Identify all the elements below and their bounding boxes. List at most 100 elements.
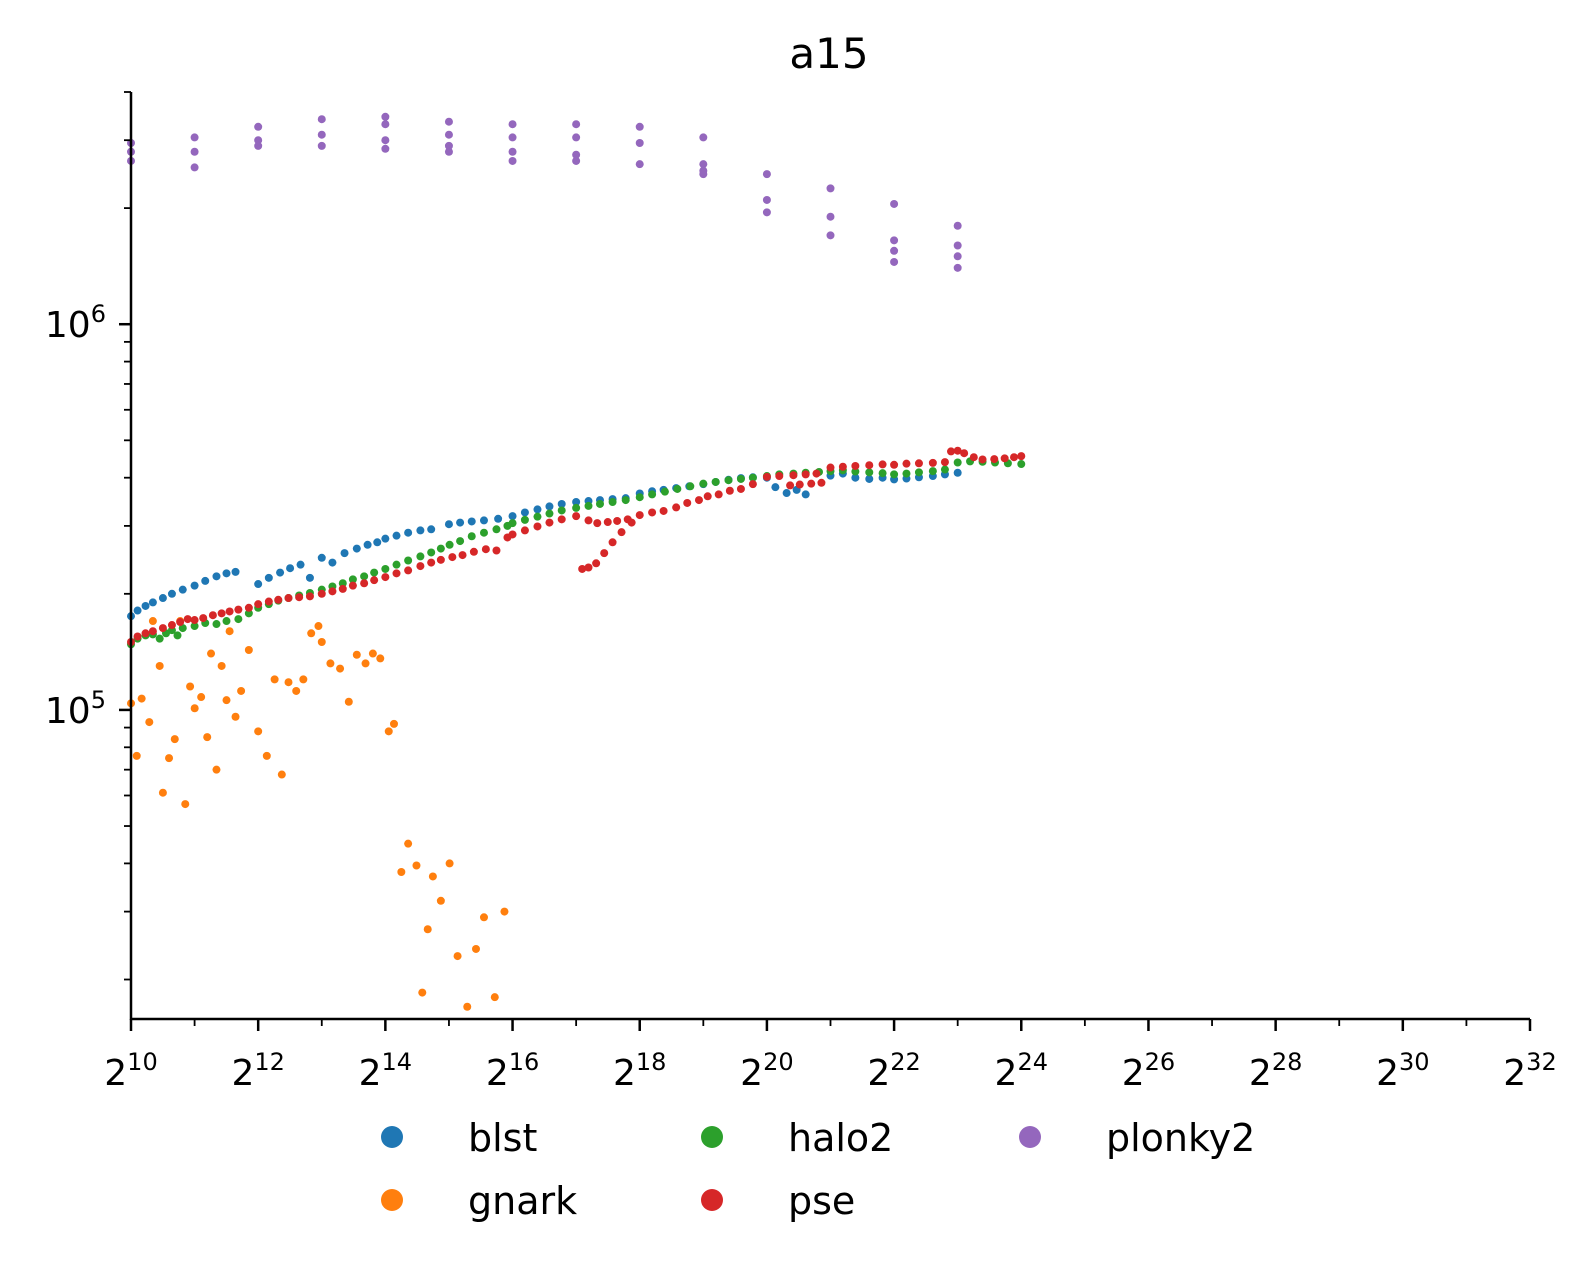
data-point-halo2-70 — [902, 469, 911, 478]
data-point-gnark-41 — [389, 719, 398, 728]
data-point-plonky2-30 — [635, 160, 644, 169]
legend-item-blst: blst — [381, 1116, 537, 1160]
data-point-blst-34 — [508, 512, 517, 521]
data-point-plonky2-22 — [508, 147, 517, 156]
data-point-blst-35 — [520, 508, 529, 517]
data-point-pse-14 — [244, 603, 253, 612]
data-point-gnark-14 — [203, 733, 212, 742]
legend-marker-plonky2 — [1019, 1126, 1041, 1148]
data-point-plonky2-39 — [826, 212, 835, 221]
data-point-pse-45 — [584, 516, 593, 525]
data-point-gnark-26 — [277, 770, 286, 779]
data-point-pse-50 — [578, 564, 587, 573]
data-point-halo2-33 — [445, 540, 454, 549]
data-point-gnark-17 — [217, 661, 226, 670]
data-point-pse-25 — [360, 579, 369, 588]
data-point-plonky2-45 — [953, 221, 962, 230]
data-point-pse-3 — [148, 627, 157, 636]
series-pse — [127, 446, 1026, 646]
data-point-halo2-67 — [865, 468, 874, 477]
data-point-pse-8 — [190, 616, 199, 625]
data-point-pse-29 — [404, 566, 413, 575]
data-point-halo2-35 — [467, 532, 476, 541]
data-point-halo2-43 — [557, 506, 566, 515]
legend-label-halo2: halo2 — [788, 1116, 893, 1160]
data-point-plonky2-7 — [254, 136, 263, 145]
data-point-pse-7 — [183, 615, 192, 624]
data-point-pse-35 — [469, 547, 478, 556]
data-point-gnark-35 — [344, 697, 353, 706]
data-point-halo2-42 — [545, 509, 554, 518]
data-point-pse-56 — [627, 518, 636, 527]
data-point-blst-18 — [317, 553, 326, 562]
x-tick-label-28: 228 — [1249, 1048, 1302, 1094]
data-point-pse-33 — [448, 553, 457, 562]
data-point-blst-15 — [286, 564, 295, 573]
data-point-gnark-37 — [361, 659, 370, 668]
data-point-pse-39 — [508, 530, 517, 539]
data-point-halo2-34 — [456, 537, 465, 546]
data-point-gnark-21 — [237, 686, 246, 695]
data-point-blst-29 — [444, 520, 453, 529]
x-tick-label-24: 224 — [995, 1048, 1048, 1094]
data-point-gnark-52 — [471, 944, 480, 953]
data-point-pse-26 — [370, 576, 379, 585]
data-point-plonky2-25 — [572, 133, 581, 142]
data-point-plonky2-31 — [699, 133, 708, 142]
data-point-plonky2-26 — [572, 150, 581, 159]
x-tick-label-10: 210 — [104, 1048, 157, 1094]
data-point-pse-71 — [801, 470, 810, 479]
data-point-pse-53 — [600, 549, 609, 558]
data-points — [127, 112, 1026, 1011]
data-point-pse-83 — [902, 459, 911, 468]
data-point-plonky2-3 — [190, 133, 199, 142]
data-point-halo2-58 — [748, 473, 757, 482]
data-point-plonky2-43 — [890, 246, 899, 255]
data-point-blst-38 — [557, 499, 566, 508]
data-point-pse-94 — [1010, 453, 1019, 462]
data-point-plonky2-15 — [381, 144, 390, 153]
data-point-blst-17 — [305, 573, 314, 582]
data-point-plonky2-34 — [699, 170, 708, 179]
data-point-plonky2-41 — [890, 199, 899, 208]
data-point-plonky2-6 — [254, 122, 263, 131]
legend-label-gnark: gnark — [468, 1179, 577, 1223]
data-point-pse-43 — [557, 515, 566, 524]
data-point-pse-66 — [736, 484, 745, 493]
data-point-plonky2-32 — [699, 160, 708, 169]
data-point-blst-19 — [328, 558, 337, 567]
data-point-plonky2-24 — [572, 120, 581, 129]
data-point-halo2-56 — [724, 476, 733, 485]
data-point-gnark-54 — [490, 993, 499, 1002]
y-tick-label-5: 105 — [45, 686, 106, 732]
x-tick-label-14: 214 — [359, 1048, 412, 1094]
data-point-blst-21 — [352, 544, 361, 553]
data-point-gnark-23 — [254, 727, 263, 736]
data-point-pse-79 — [851, 461, 860, 470]
data-point-pse-59 — [659, 506, 668, 515]
data-point-pse-85 — [928, 458, 937, 467]
x-tick-label-32: 232 — [1503, 1048, 1556, 1094]
data-point-pse-93 — [1000, 454, 1009, 463]
data-point-halo2-26 — [370, 568, 379, 577]
data-point-pse-30 — [416, 562, 425, 571]
data-point-gnark-50 — [453, 952, 462, 961]
data-point-halo2-11 — [212, 620, 221, 629]
data-point-pse-92 — [990, 455, 999, 464]
legend-label-blst: blst — [468, 1116, 537, 1160]
data-point-gnark-38 — [368, 649, 377, 658]
x-tick-label-30: 230 — [1376, 1048, 1429, 1094]
x-tick-label-16: 216 — [486, 1048, 539, 1094]
data-point-halo2-45 — [584, 501, 593, 510]
data-point-halo2-25 — [360, 572, 369, 581]
data-point-gnark-42 — [397, 868, 406, 876]
data-point-pse-57 — [635, 511, 644, 520]
data-point-pse-52 — [592, 559, 601, 568]
data-point-halo2-71 — [914, 468, 923, 477]
data-point-blst-13 — [264, 573, 273, 582]
data-point-pse-18 — [284, 594, 293, 603]
data-point-pse-69 — [775, 472, 784, 481]
data-point-blst-5 — [167, 589, 176, 598]
data-point-gnark-36 — [352, 650, 361, 659]
data-point-blst-28 — [427, 525, 436, 534]
